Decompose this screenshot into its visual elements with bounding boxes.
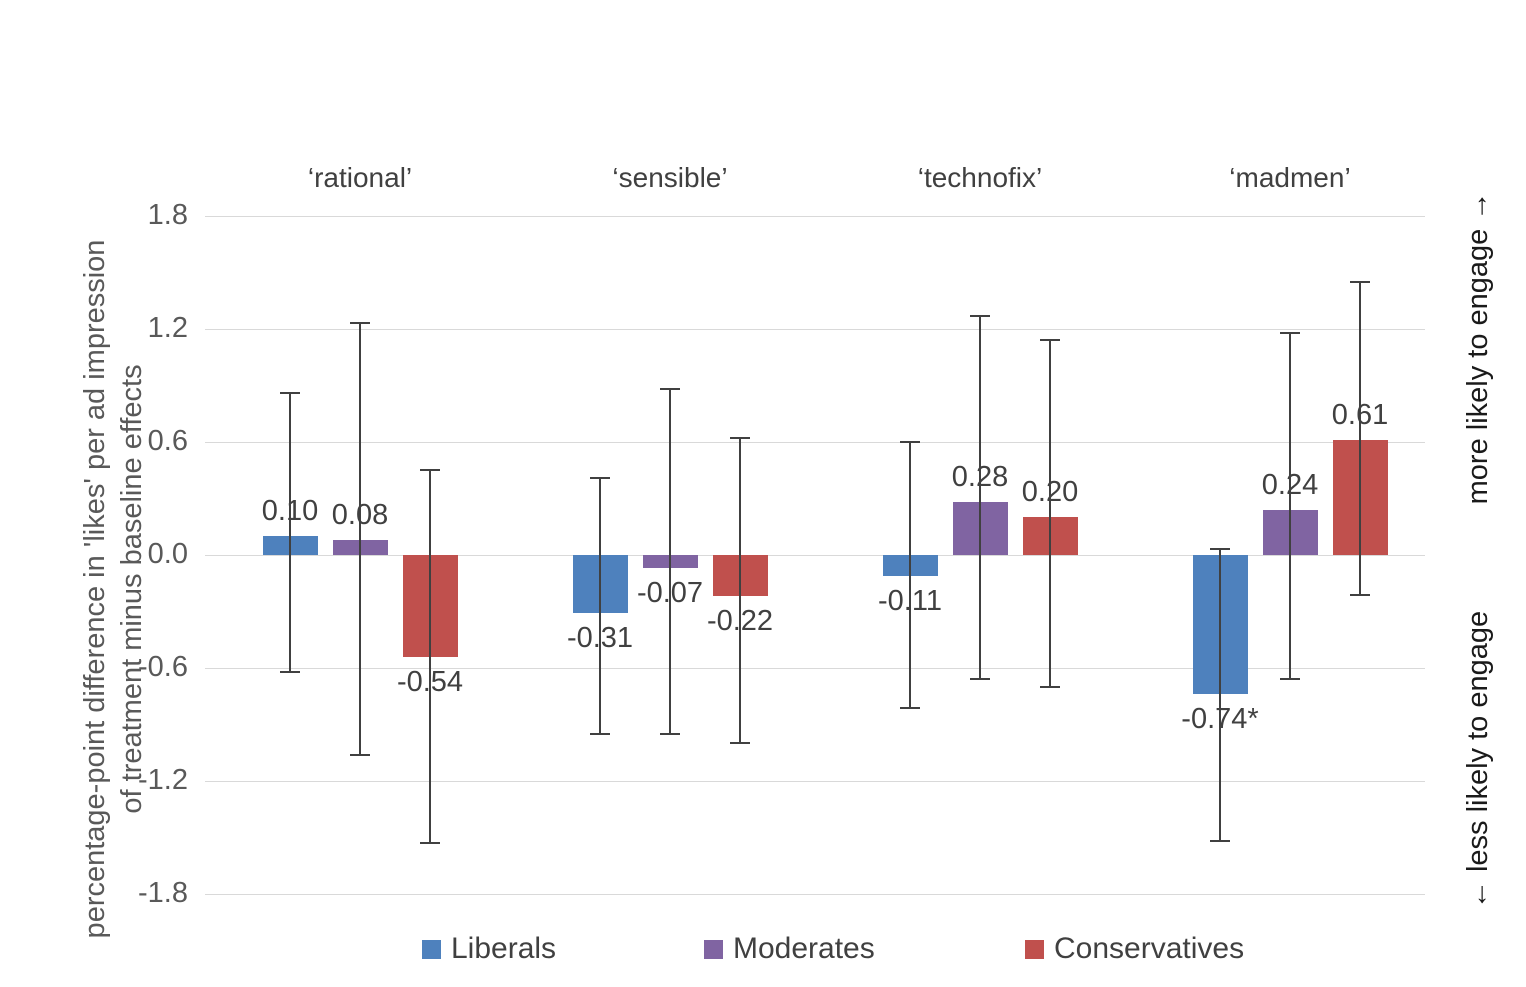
error-bar-line — [909, 442, 911, 708]
error-bar-line — [1049, 340, 1051, 687]
error-bar-cap-bottom — [280, 670, 300, 673]
gridline — [205, 442, 1425, 443]
error-bar-line — [359, 323, 361, 755]
group-title: ‘madmen’ — [1229, 162, 1351, 193]
legend: Liberals Moderates Conservatives — [0, 934, 1526, 964]
gridline — [205, 780, 1425, 782]
error-bar-line — [1289, 332, 1291, 680]
bar-value-label: 0.28 — [951, 461, 1009, 494]
error-bar-cap-top — [590, 476, 610, 479]
bar-value-label: 0.08 — [331, 498, 389, 531]
error-bar-cap-top — [1350, 280, 1370, 283]
error-bar-cap-top — [1210, 548, 1230, 551]
error-bar-cap-top — [970, 314, 990, 317]
error-bar-cap-top — [730, 437, 750, 440]
bar-value-label: 0.10 — [261, 495, 319, 528]
bar-value-label: -0.74* — [1181, 703, 1259, 736]
legend-swatch-liberals — [422, 940, 441, 959]
error-bar-cap-top — [1040, 339, 1060, 342]
error-bar-cap-bottom — [1280, 678, 1300, 681]
error-bar-line — [1359, 281, 1361, 595]
group-title: ‘technofix’ — [917, 162, 1043, 193]
legend-swatch-conservatives — [1025, 940, 1044, 959]
group-title: ‘rational’ — [307, 162, 413, 193]
legend-label-liberals: Liberals — [451, 932, 557, 965]
y-tick-label: -1.2 — [138, 763, 188, 796]
error-bar-cap-top — [1280, 331, 1300, 334]
error-bar-cap-bottom — [420, 842, 440, 845]
error-bar-cap-bottom — [590, 732, 610, 735]
gridline — [205, 555, 1425, 556]
y-tick-label: 1.2 — [147, 312, 188, 344]
gridline — [205, 667, 1425, 669]
bar-value-label: 0.24 — [1261, 468, 1319, 501]
error-bar-cap-top — [350, 322, 370, 325]
error-bar-cap-bottom — [350, 753, 370, 756]
gridline — [205, 893, 1425, 895]
error-bar-cap-bottom — [970, 678, 990, 681]
y-tick-label: 1.8 — [147, 199, 188, 231]
y-tick-label: -0.6 — [138, 650, 188, 683]
error-bar-line — [979, 315, 981, 680]
bar-value-label: -0.07 — [636, 577, 704, 610]
error-bar-cap-bottom — [1210, 840, 1230, 843]
gridline — [205, 329, 1425, 330]
error-bar-line — [599, 477, 601, 734]
legend-label-conservatives: Conservatives — [1054, 932, 1245, 965]
error-bar-cap-top — [420, 469, 440, 472]
legend-swatch-moderates — [704, 940, 723, 959]
error-bar-cap-bottom — [660, 732, 680, 735]
error-bar-cap-top — [280, 392, 300, 395]
error-bar-line — [289, 393, 291, 672]
error-bar-cap-top — [900, 441, 920, 443]
y-tick-label: -1.8 — [138, 876, 188, 909]
bar-value-label: -0.22 — [706, 605, 774, 638]
error-bar-cap-bottom — [1350, 593, 1370, 596]
error-bar-line — [739, 438, 741, 744]
error-bar-cap-top — [660, 388, 680, 391]
error-bar-line — [669, 389, 671, 734]
group-title: ‘sensible’ — [612, 162, 728, 193]
bar-value-label: 0.61 — [1331, 399, 1389, 432]
error-bar-line — [1219, 549, 1221, 842]
error-bar-line — [429, 470, 431, 844]
bar-value-label: -0.54 — [396, 665, 464, 698]
bar-value-label: -0.31 — [566, 622, 634, 655]
bar-value-label: -0.11 — [878, 584, 942, 617]
y-tick-label: 0.6 — [147, 425, 188, 457]
bar-value-label: 0.20 — [1021, 476, 1079, 509]
error-bar-cap-bottom — [730, 742, 750, 745]
y-tick-label: 0.0 — [147, 538, 188, 570]
error-bar-cap-bottom — [900, 706, 920, 709]
gridline — [205, 216, 1425, 217]
error-bar-cap-bottom — [1040, 685, 1060, 688]
legend-label-moderates: Moderates — [733, 932, 875, 965]
